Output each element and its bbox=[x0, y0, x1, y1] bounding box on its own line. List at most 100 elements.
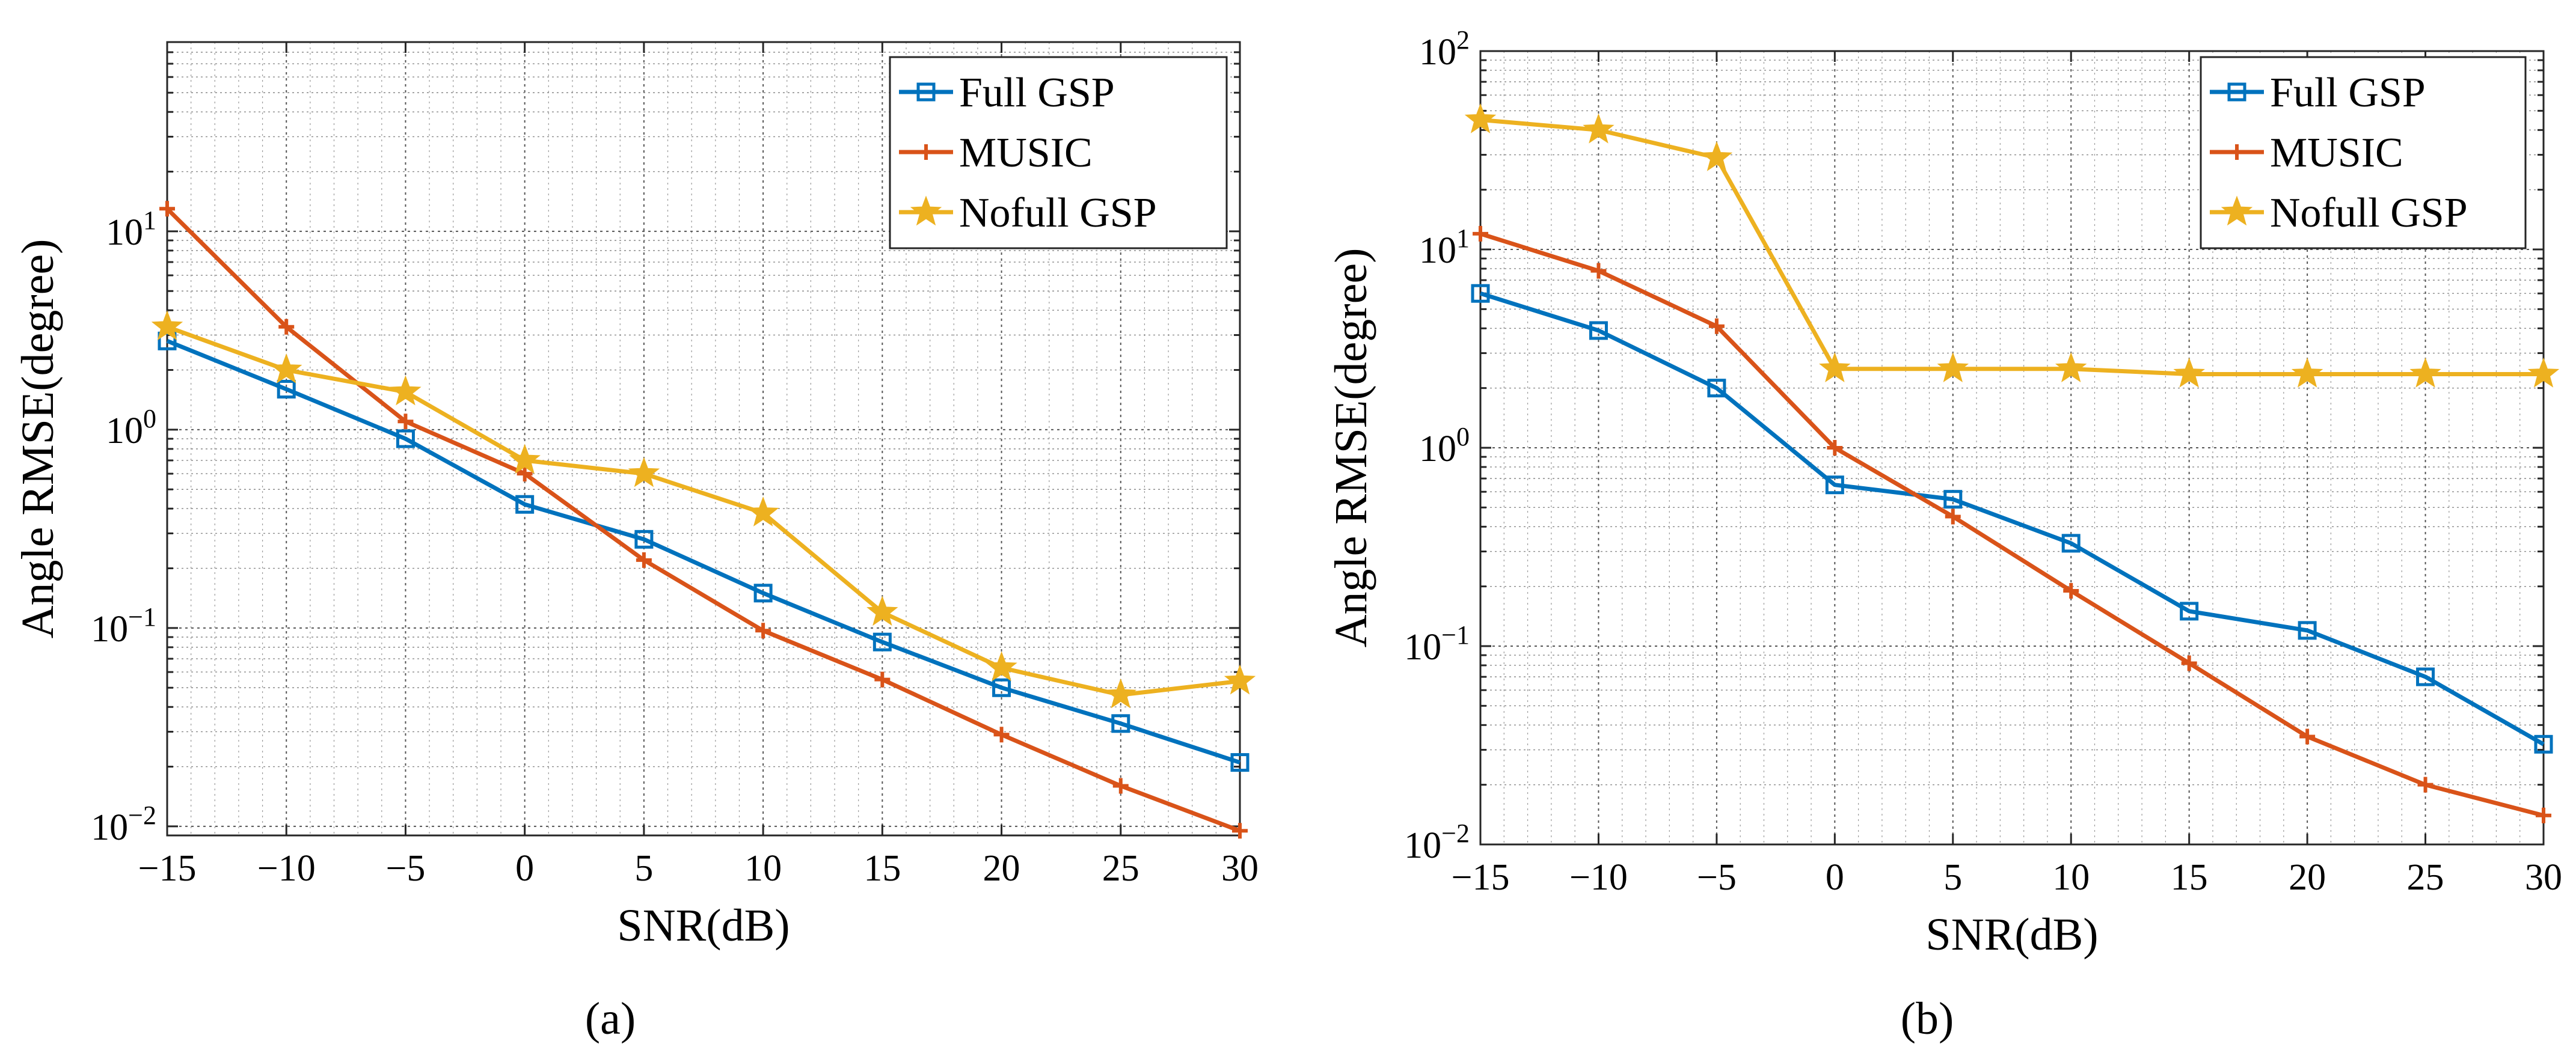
series-marker bbox=[517, 466, 533, 482]
series-marker bbox=[1471, 284, 1490, 303]
legend: Full GSP MUSIC Nofull GSP bbox=[889, 56, 1228, 249]
series-marker bbox=[2298, 621, 2317, 640]
series-marker bbox=[2291, 357, 2323, 388]
series-marker bbox=[277, 380, 296, 399]
series-marker bbox=[986, 651, 1017, 682]
legend-label: Full GSP bbox=[959, 70, 1115, 116]
y-tick-label: 101 bbox=[106, 206, 156, 253]
series-marker bbox=[866, 596, 898, 626]
y-tick-label: 10−2 bbox=[91, 801, 156, 848]
series-marker bbox=[2227, 82, 2246, 102]
legend-item: Full GSP bbox=[899, 70, 1115, 116]
legend-item: MUSIC bbox=[2210, 130, 2403, 176]
grid bbox=[167, 41, 1240, 836]
y-axis-label: Angle RMSE(degree) bbox=[13, 239, 63, 639]
series-marker bbox=[2534, 734, 2553, 754]
series-line bbox=[1480, 117, 2544, 376]
chart-panel-b: −15 −10 −5 0 5 10 15 20 25 30 10−2 10−1 100 101 102 SNR… bbox=[1326, 25, 2562, 1044]
x-tick-label: 15 bbox=[863, 848, 901, 889]
series-marker bbox=[1819, 352, 1851, 383]
series-marker bbox=[910, 195, 942, 226]
series-marker bbox=[992, 678, 1011, 697]
series-music bbox=[159, 201, 1248, 839]
series-marker bbox=[1827, 440, 1843, 456]
series-marker bbox=[2221, 195, 2253, 226]
series-marker bbox=[628, 457, 660, 487]
series-nofull-gsp bbox=[151, 310, 1256, 709]
series-marker bbox=[634, 530, 654, 549]
series-marker bbox=[753, 584, 773, 603]
series-marker bbox=[270, 353, 302, 383]
legend-item: MUSIC bbox=[899, 130, 1093, 176]
x-tick-label: 5 bbox=[634, 848, 653, 889]
legend-label: Nofull GSP bbox=[2270, 190, 2468, 236]
series-marker bbox=[397, 414, 414, 430]
series-marker bbox=[2417, 777, 2433, 793]
series-marker bbox=[1112, 778, 1129, 794]
series-marker bbox=[1224, 664, 1256, 695]
series-marker bbox=[1825, 475, 1844, 495]
x-tick-label: −5 bbox=[385, 848, 425, 889]
x-tick-label: 30 bbox=[1221, 848, 1259, 889]
x-tick-label: −5 bbox=[1697, 857, 1737, 898]
series-marker bbox=[515, 495, 535, 514]
series-marker bbox=[396, 429, 415, 448]
x-axis-label: SNR(dB) bbox=[617, 900, 790, 951]
series-line bbox=[1479, 291, 2545, 746]
series-nofull-gsp bbox=[1464, 103, 2560, 388]
series-marker bbox=[2180, 602, 2199, 621]
series-line bbox=[166, 325, 1240, 697]
series-marker bbox=[1590, 263, 1607, 279]
legend: Full GSP MUSIC Nofull GSP bbox=[2200, 56, 2527, 249]
chart-panel-a: −15 −10 −5 0 5 10 15 20 25 30 10−2 10−1 100 101 SNR(dB… bbox=[13, 41, 1259, 1044]
series-marker bbox=[509, 444, 541, 474]
x-tick-label: 10 bbox=[744, 848, 782, 889]
series-marker bbox=[1589, 321, 1608, 340]
series-marker bbox=[747, 496, 779, 527]
series-marker bbox=[918, 144, 934, 160]
series-marker bbox=[1230, 753, 1250, 772]
series-marker bbox=[278, 319, 295, 335]
x-tick-label: 25 bbox=[1102, 848, 1139, 889]
x-tick-label: 15 bbox=[2171, 857, 2208, 898]
series-marker bbox=[1937, 352, 1969, 383]
series-marker bbox=[2299, 728, 2316, 745]
series-marker bbox=[1111, 714, 1130, 733]
legend-label: MUSIC bbox=[959, 130, 1093, 176]
x-tick-label: 10 bbox=[2052, 857, 2090, 898]
legend-label: Full GSP bbox=[2270, 70, 2426, 116]
series-marker bbox=[2527, 357, 2560, 388]
x-axis-label: SNR(dB) bbox=[1925, 909, 2098, 960]
x-tick-label: 5 bbox=[1943, 857, 1962, 898]
series-marker bbox=[636, 552, 652, 568]
x-tick-label: −15 bbox=[1452, 857, 1510, 898]
y-tick-label: 101 bbox=[1419, 224, 1470, 271]
series-music bbox=[1473, 225, 2551, 823]
x-tick-label: 20 bbox=[2289, 857, 2326, 898]
series-line bbox=[166, 339, 1241, 765]
series-line bbox=[165, 207, 1241, 833]
y-tick-label: 102 bbox=[1419, 25, 1470, 73]
y-tick-label: 100 bbox=[106, 404, 156, 451]
series-marker bbox=[755, 623, 771, 639]
series-marker bbox=[1945, 508, 1961, 525]
x-tick-label: 25 bbox=[2407, 857, 2444, 898]
series-marker bbox=[2536, 807, 2551, 823]
series-marker bbox=[1700, 141, 1733, 171]
legend-item: Full GSP bbox=[2210, 70, 2426, 116]
x-tick-label: 30 bbox=[2525, 857, 2562, 898]
series-marker bbox=[1473, 225, 1488, 242]
series-marker bbox=[390, 375, 422, 406]
series-marker bbox=[993, 727, 1010, 743]
series-marker bbox=[2416, 667, 2435, 686]
series-marker bbox=[1943, 490, 1963, 509]
series-marker bbox=[1707, 379, 1726, 398]
series-marker bbox=[2173, 357, 2205, 388]
series-marker bbox=[872, 632, 892, 652]
x-tick-label: 0 bbox=[1826, 857, 1844, 898]
x-tick-label: −10 bbox=[257, 848, 316, 889]
legend-item: Nofull GSP bbox=[899, 190, 1157, 236]
series-line bbox=[1479, 231, 2544, 818]
series-marker bbox=[1583, 113, 1615, 144]
x-tick-label: −15 bbox=[138, 848, 197, 889]
